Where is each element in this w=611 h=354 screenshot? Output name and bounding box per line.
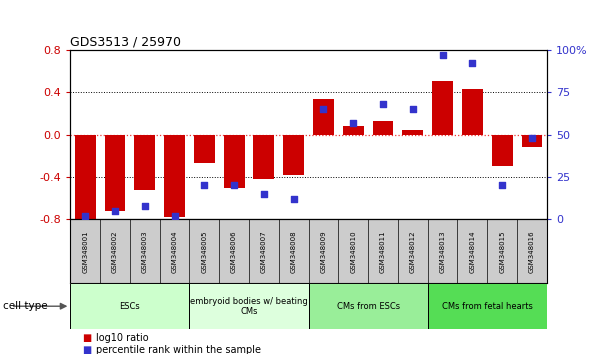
Text: GSM348009: GSM348009 xyxy=(320,230,326,273)
Bar xyxy=(104,135,125,211)
Point xyxy=(110,208,120,214)
Point xyxy=(199,183,209,188)
Bar xyxy=(428,283,547,329)
Text: GSM348001: GSM348001 xyxy=(82,230,88,273)
Bar xyxy=(373,121,393,135)
Point xyxy=(80,213,90,219)
Bar xyxy=(492,135,513,166)
Text: CMs from ESCs: CMs from ESCs xyxy=(337,302,400,311)
Point xyxy=(289,196,299,202)
Text: GDS3513 / 25970: GDS3513 / 25970 xyxy=(70,35,181,48)
Point xyxy=(318,106,328,112)
Bar xyxy=(462,89,483,135)
Point xyxy=(140,203,150,209)
Bar xyxy=(254,135,274,179)
Bar xyxy=(189,283,309,329)
Bar xyxy=(224,135,244,188)
Bar xyxy=(313,99,334,135)
Bar xyxy=(432,81,453,135)
Text: GSM348011: GSM348011 xyxy=(380,230,386,273)
Bar xyxy=(134,135,155,190)
Bar xyxy=(70,283,189,329)
Text: GSM348010: GSM348010 xyxy=(350,230,356,273)
Bar xyxy=(309,283,428,329)
Bar xyxy=(164,135,185,217)
Point xyxy=(467,60,477,66)
Point xyxy=(497,183,507,188)
Point xyxy=(437,52,447,57)
Point xyxy=(527,135,537,141)
Text: ■: ■ xyxy=(82,333,92,343)
Text: GSM348002: GSM348002 xyxy=(112,230,118,273)
Bar xyxy=(343,126,364,135)
Text: GSM348004: GSM348004 xyxy=(172,230,178,273)
Bar xyxy=(403,130,423,135)
Point xyxy=(259,191,269,197)
Point xyxy=(170,213,180,219)
Bar xyxy=(284,135,304,175)
Text: percentile rank within the sample: percentile rank within the sample xyxy=(96,346,261,354)
Bar xyxy=(522,135,543,147)
Text: embryoid bodies w/ beating
CMs: embryoid bodies w/ beating CMs xyxy=(190,297,308,316)
Point xyxy=(229,183,239,188)
Text: CMs from fetal hearts: CMs from fetal hearts xyxy=(442,302,533,311)
Point xyxy=(348,120,358,125)
Bar xyxy=(194,135,214,163)
Text: GSM348007: GSM348007 xyxy=(261,230,267,273)
Text: GSM348005: GSM348005 xyxy=(201,230,207,273)
Text: GSM348008: GSM348008 xyxy=(291,230,297,273)
Bar xyxy=(75,135,95,219)
Text: log10 ratio: log10 ratio xyxy=(96,333,148,343)
Point xyxy=(408,106,418,112)
Text: GSM348016: GSM348016 xyxy=(529,230,535,273)
Text: ESCs: ESCs xyxy=(120,302,140,311)
Text: GSM348012: GSM348012 xyxy=(410,230,416,273)
Point xyxy=(378,101,388,107)
Text: GSM348014: GSM348014 xyxy=(469,230,475,273)
Text: ■: ■ xyxy=(82,346,92,354)
Text: GSM348013: GSM348013 xyxy=(439,230,445,273)
Text: GSM348006: GSM348006 xyxy=(231,230,237,273)
Text: GSM348015: GSM348015 xyxy=(499,230,505,273)
Text: GSM348003: GSM348003 xyxy=(142,230,148,273)
Text: cell type: cell type xyxy=(3,301,48,311)
